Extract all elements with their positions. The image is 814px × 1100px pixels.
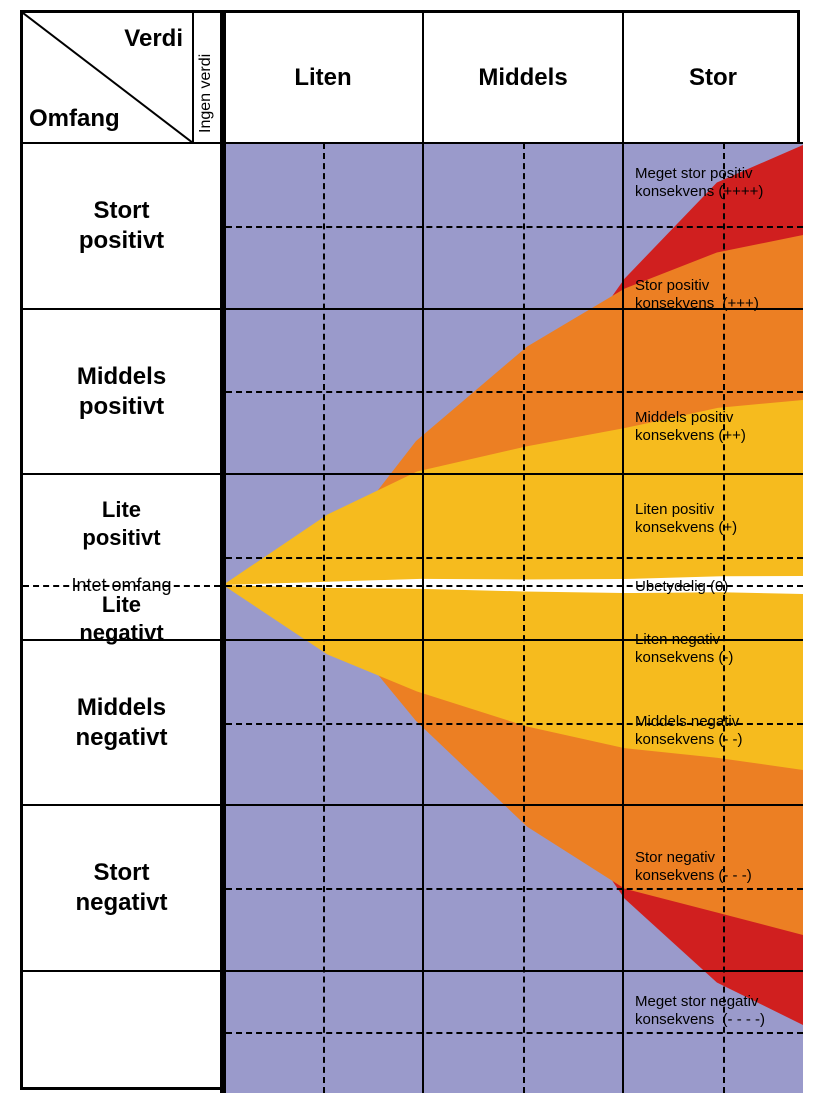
- dash-row-0: [226, 226, 803, 228]
- zone-label-6: Middels negativ konsekvens (- -): [635, 713, 743, 749]
- zone-label-1: Stor positiv konsekvens (+++): [635, 277, 759, 313]
- grid-row-0: [23, 142, 803, 144]
- grid-row-5: [23, 970, 803, 972]
- label-separator-bar: [220, 13, 226, 1093]
- zone-label-5: Liten negativ konsekvens (-): [635, 631, 733, 667]
- zone-label-2: Middels positiv konsekvens (++): [635, 409, 746, 445]
- header-corner: Verdi Omfang: [23, 13, 193, 143]
- row-label-1: Middels positivt: [23, 309, 220, 474]
- dash-col-1: [523, 143, 525, 1093]
- header-col-1: Middels: [423, 13, 623, 143]
- zone-label-0: Meget stor positiv konsekvens (++++): [635, 165, 763, 201]
- dash-row-1: [226, 391, 803, 393]
- grid-row-4: [23, 804, 803, 806]
- header-corner-bottom: Omfang: [29, 105, 120, 133]
- dash-row-center-label: [23, 585, 220, 587]
- row-label-lite-positivt: Lite positivt: [23, 474, 220, 573]
- grid-row-2: [23, 473, 803, 475]
- dash-col-0: [323, 143, 325, 1093]
- zone-label-4: Ubetydelig (0): [635, 578, 728, 596]
- dash-row-2: [226, 557, 803, 559]
- row-label-4: Stort negativt: [23, 805, 220, 971]
- header-corner-top: Verdi: [124, 25, 183, 53]
- grid-col-2: [422, 13, 424, 1093]
- row-label-0: Stort positivt: [23, 143, 220, 309]
- header-col-0: Liten: [223, 13, 423, 143]
- consequence-matrix: Verdi Omfang Ingen verdi LitenMiddelsSto…: [20, 10, 800, 1090]
- zone-label-8: Meget stor negativ konsekvens (- - - -): [635, 993, 765, 1029]
- grid-labelcol-top: [192, 13, 194, 143]
- zone-label-7: Stor negativ konsekvens (- - -): [635, 849, 752, 885]
- zone-label-3: Liten positiv konsekvens (+): [635, 501, 737, 537]
- header-col-2: Stor: [623, 13, 803, 143]
- row-label-lite-negativt: Lite negativt: [23, 597, 220, 640]
- grid-col-3: [622, 13, 624, 1093]
- dash-row-5: [226, 1032, 803, 1034]
- header-ingen-verdi: Ingen verdi: [197, 23, 215, 133]
- row-label-3: Middels negativt: [23, 640, 220, 805]
- dash-row-4: [226, 888, 803, 890]
